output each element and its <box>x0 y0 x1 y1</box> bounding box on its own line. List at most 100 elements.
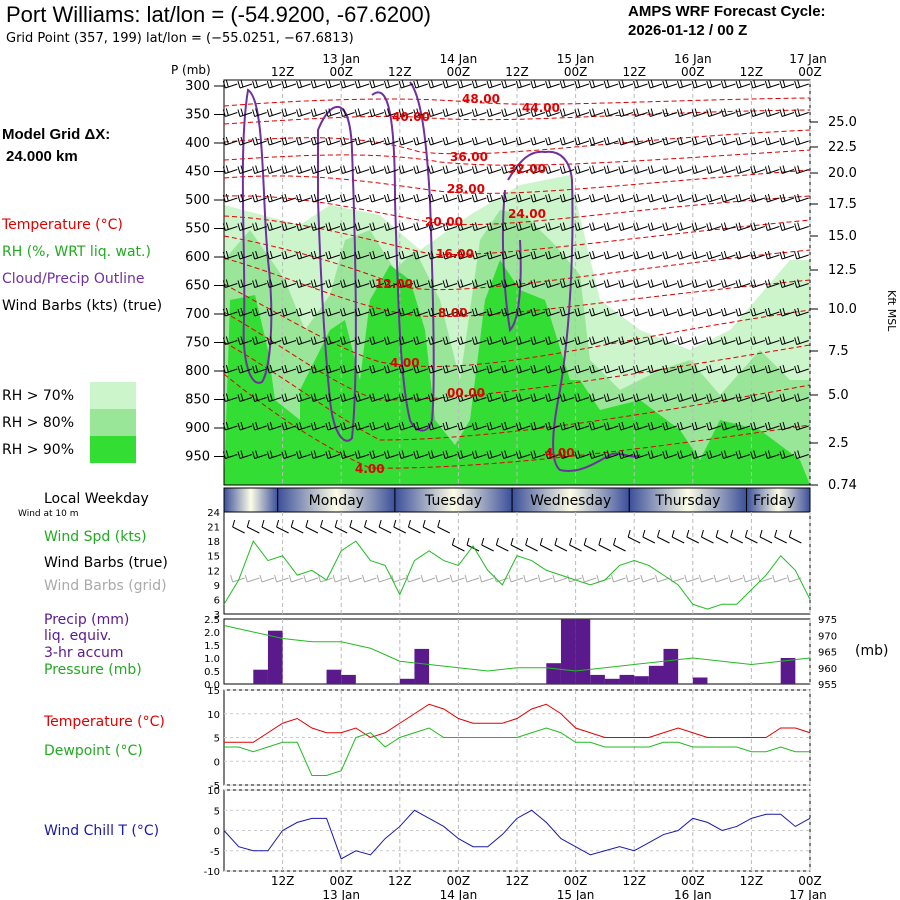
wind-barb <box>779 193 795 203</box>
wind-barb <box>310 450 326 459</box>
wind-barb <box>310 193 326 203</box>
wind-barb <box>545 250 560 260</box>
windchill-panel-label: Wind Chill T (°C) <box>44 823 160 839</box>
surface-wind-barb <box>276 519 289 534</box>
wind-barb <box>764 279 780 288</box>
y-tick-label: 1.0 <box>204 654 220 665</box>
wind-barb <box>515 450 531 459</box>
wind-barb <box>222 136 238 146</box>
wind-barb <box>252 250 267 260</box>
wind-barb <box>340 108 355 117</box>
surface-wind-barb <box>510 537 524 552</box>
legend-rh80-swatch <box>90 409 136 436</box>
wind-barb <box>647 79 663 89</box>
surface-wind-barb <box>393 519 407 534</box>
wind-barb <box>486 393 502 402</box>
temp-label: 12.00 <box>375 277 413 291</box>
wind-barb <box>618 165 634 174</box>
wind-barb <box>589 364 604 374</box>
wind-barb <box>691 108 707 117</box>
legend-rh90-label: RH > 90% <box>2 442 75 458</box>
temp-label: 44.00 <box>522 101 560 115</box>
pressure-tick-label: 970 <box>818 631 837 642</box>
precip-bar <box>692 677 708 684</box>
wind-barb <box>706 108 721 117</box>
dewpoint-line <box>224 727 810 776</box>
wind-barb <box>457 250 472 260</box>
wind-barb <box>340 79 355 89</box>
wind-barb <box>237 279 253 288</box>
wind-barb <box>237 421 253 431</box>
wind-barb <box>574 193 590 203</box>
y-tick-label: -5 <box>210 847 220 858</box>
wind-barb <box>574 136 590 146</box>
wind-barb <box>383 79 399 89</box>
precip-bar <box>648 665 664 684</box>
grid-wind-barb <box>508 574 524 583</box>
weekday-label: Thursday <box>654 493 720 509</box>
wind-barb <box>779 393 795 402</box>
wind-barb <box>764 193 780 203</box>
wind-barb <box>603 279 619 288</box>
surface-wind-barb <box>525 537 538 552</box>
wind-barb <box>442 136 458 146</box>
wind-barb <box>691 450 707 459</box>
wind-barb <box>222 250 238 260</box>
wind-barb <box>266 79 282 89</box>
wind-barb <box>794 450 809 459</box>
wind-barb <box>398 165 414 174</box>
precip-bar <box>663 648 679 684</box>
wind-barb <box>735 336 751 345</box>
wind-barb <box>662 79 677 89</box>
wind-barb <box>457 393 472 402</box>
wind-barb <box>750 250 765 260</box>
wind-barb <box>340 364 355 374</box>
wind-barb <box>676 165 692 174</box>
wind-barb <box>383 136 399 146</box>
wind-barb <box>633 364 648 374</box>
wind-barb <box>369 364 384 374</box>
wind-barb <box>457 336 472 345</box>
wind-barb <box>325 250 341 260</box>
wind-barb <box>735 279 751 288</box>
windchill-line <box>223 809 811 860</box>
wind-barb <box>676 364 692 374</box>
wind-barb <box>662 421 677 431</box>
wind-barb <box>252 165 267 174</box>
wind-barb <box>779 165 795 174</box>
wind-barb <box>281 307 297 317</box>
wind-barb <box>545 421 560 431</box>
legend-rh90-swatch <box>90 436 136 463</box>
wind-barb <box>559 393 575 402</box>
wind-barb <box>633 450 648 459</box>
wind-barb <box>237 108 253 117</box>
wind-barb <box>764 136 780 146</box>
grid-wind-barb <box>523 574 538 583</box>
wind-barb <box>427 250 443 260</box>
time-tick-label: 12Z <box>271 65 295 79</box>
wind-barb <box>398 193 414 203</box>
wind-barb <box>354 79 370 89</box>
wind-barb <box>369 136 384 146</box>
wind-barb <box>325 136 341 146</box>
wind-barb <box>515 364 531 374</box>
wind-barb <box>354 136 370 146</box>
wind-barb <box>647 279 663 288</box>
wind-barb <box>340 393 355 402</box>
weekday-cell <box>628 487 748 513</box>
wind-barb <box>750 336 765 345</box>
wind-barb <box>427 450 443 459</box>
wind-barb <box>764 450 780 459</box>
date-tick-label: 15 Jan <box>557 52 595 66</box>
surface-wind-barb <box>598 537 612 552</box>
wind-barb <box>281 193 297 203</box>
wind-barb <box>471 393 487 402</box>
y-tick-label: 15 <box>207 552 220 563</box>
precip-bar <box>326 669 342 684</box>
wind-barb <box>266 393 282 402</box>
wind-barb <box>574 165 590 174</box>
precip-bar <box>575 619 591 684</box>
wind-barb <box>794 279 809 288</box>
wind-barb <box>413 421 428 431</box>
wind-barb <box>720 279 736 288</box>
